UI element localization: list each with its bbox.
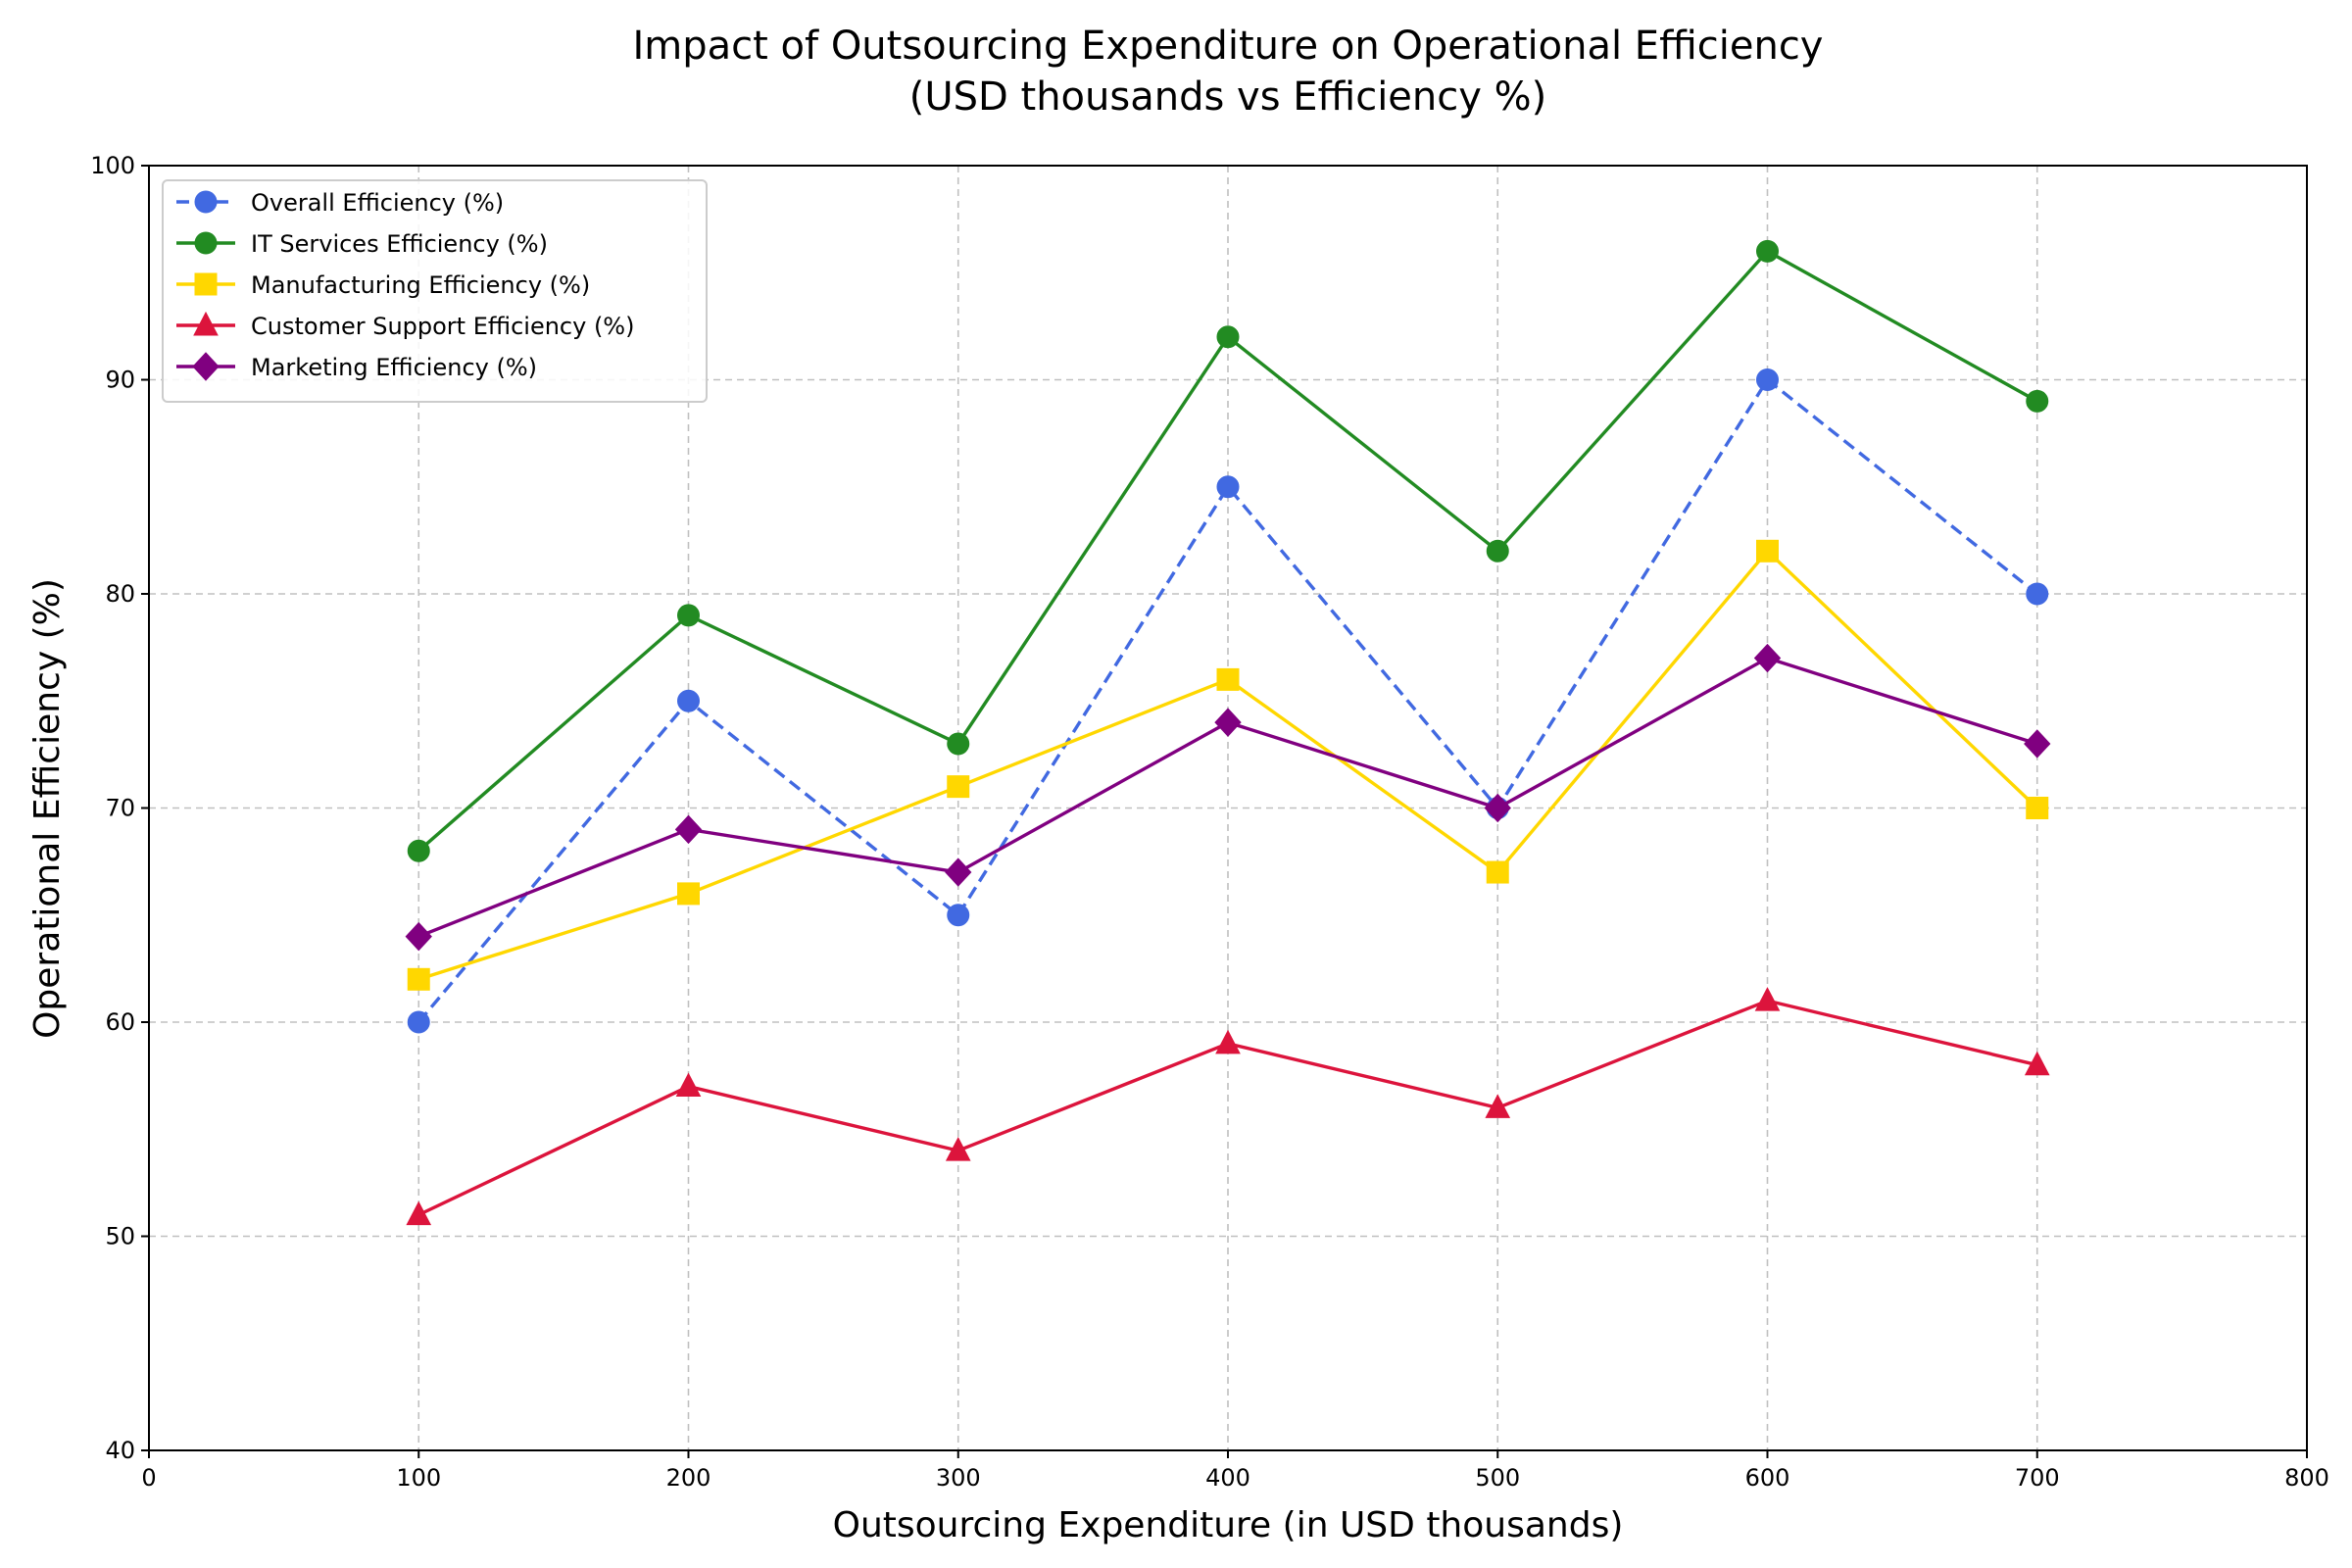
x-tick-label: 700	[2015, 1464, 2060, 1492]
data-point	[1754, 987, 1781, 1011]
data-point	[677, 604, 700, 627]
x-tick-label: 400	[1205, 1464, 1250, 1492]
legend-marker	[192, 352, 220, 381]
data-point	[677, 689, 700, 712]
legend: Overall Efficiency (%) IT Services Effici…	[162, 179, 708, 403]
data-point	[406, 1200, 432, 1226]
legend-label: Overall Efficiency (%)	[251, 189, 504, 217]
data-point	[1216, 475, 1240, 499]
series-layer	[405, 239, 2051, 1226]
x-tick-label: 300	[936, 1464, 981, 1492]
x-axis-label: Outsourcing Expenditure (in USD thousand…	[833, 1505, 1624, 1545]
legend-label: Customer Support Efficiency (%)	[251, 313, 634, 340]
series-it-services-efficiency	[407, 239, 2049, 862]
y-tick-label: 60	[105, 1008, 135, 1036]
data-point	[1756, 539, 1779, 563]
data-point	[1215, 1029, 1241, 1054]
y-tick-label: 40	[105, 1437, 135, 1464]
data-point	[675, 1072, 702, 1098]
data-point	[1486, 860, 1509, 884]
legend-marker	[193, 311, 219, 336]
data-point	[407, 967, 430, 991]
data-point	[1756, 239, 1779, 263]
x-tick-label: 100	[396, 1464, 441, 1492]
data-point	[1216, 325, 1240, 349]
series-manufacturing-efficiency	[407, 539, 2049, 991]
legend-box	[162, 179, 708, 403]
data-point	[1753, 643, 1782, 673]
legend-marker	[194, 272, 218, 296]
data-point	[947, 775, 970, 799]
y-tick-label: 100	[90, 152, 135, 179]
data-point	[945, 1137, 971, 1161]
legend-label: Marketing Efficiency (%)	[251, 354, 537, 381]
x-tick-label: 500	[1475, 1464, 1520, 1492]
data-point	[947, 904, 970, 927]
data-point	[2026, 389, 2049, 413]
data-point	[1216, 667, 1240, 691]
axis-ticks: 0 100 200 300 400 500 600 700 800 40 50 60 70 80 90 100	[90, 152, 2329, 1492]
data-point	[1484, 793, 1511, 823]
x-tick-label: 200	[666, 1464, 711, 1492]
chart-title-line2: (USD thousands vs Efficiency %)	[909, 74, 1547, 120]
data-point	[407, 1010, 430, 1034]
data-point	[947, 732, 970, 756]
legend-item-it-services-efficiency: IT Services Efficiency (%)	[176, 230, 548, 258]
y-tick-label: 80	[105, 580, 135, 608]
legend-label: IT Services Efficiency (%)	[251, 230, 548, 258]
x-tick-label: 600	[1745, 1464, 1790, 1492]
x-tick-label: 0	[141, 1464, 156, 1492]
y-axis-label: Operational Efficiency (%)	[27, 578, 68, 1039]
data-point	[2026, 582, 2049, 606]
data-point	[1485, 1094, 1511, 1118]
data-point	[2024, 1051, 2050, 1076]
x-tick-label: 800	[2284, 1464, 2329, 1492]
y-tick-label: 90	[105, 367, 135, 394]
data-point	[2024, 729, 2051, 759]
data-point	[1214, 708, 1242, 737]
legend-item-manufacturing-efficiency: Manufacturing Efficiency (%)	[176, 271, 590, 299]
y-tick-label: 70	[105, 795, 135, 822]
data-point	[1756, 368, 1779, 391]
data-point	[2026, 797, 2049, 819]
series-customer-support-efficiency	[406, 987, 2050, 1226]
legend-item-marketing-efficiency: Marketing Efficiency (%)	[176, 352, 537, 381]
series-marketing-efficiency	[405, 643, 2051, 952]
y-tick-label: 50	[105, 1223, 135, 1250]
data-point	[677, 882, 700, 906]
legend-item-overall-efficiency: Overall Efficiency (%)	[176, 189, 504, 217]
data-point	[1486, 539, 1509, 563]
chart-title-line1: Impact of Outsourcing Expenditure on Ope…	[633, 24, 1824, 69]
legend-label: Manufacturing Efficiency (%)	[251, 271, 590, 299]
data-point	[405, 921, 432, 952]
data-point	[945, 858, 972, 887]
series-overall-efficiency	[407, 368, 2049, 1034]
data-point	[407, 839, 430, 862]
legend-marker	[194, 190, 218, 214]
legend-item-customer-support-efficiency: Customer Support Efficiency (%)	[176, 311, 634, 340]
legend-marker	[194, 231, 218, 255]
data-point	[674, 814, 703, 845]
